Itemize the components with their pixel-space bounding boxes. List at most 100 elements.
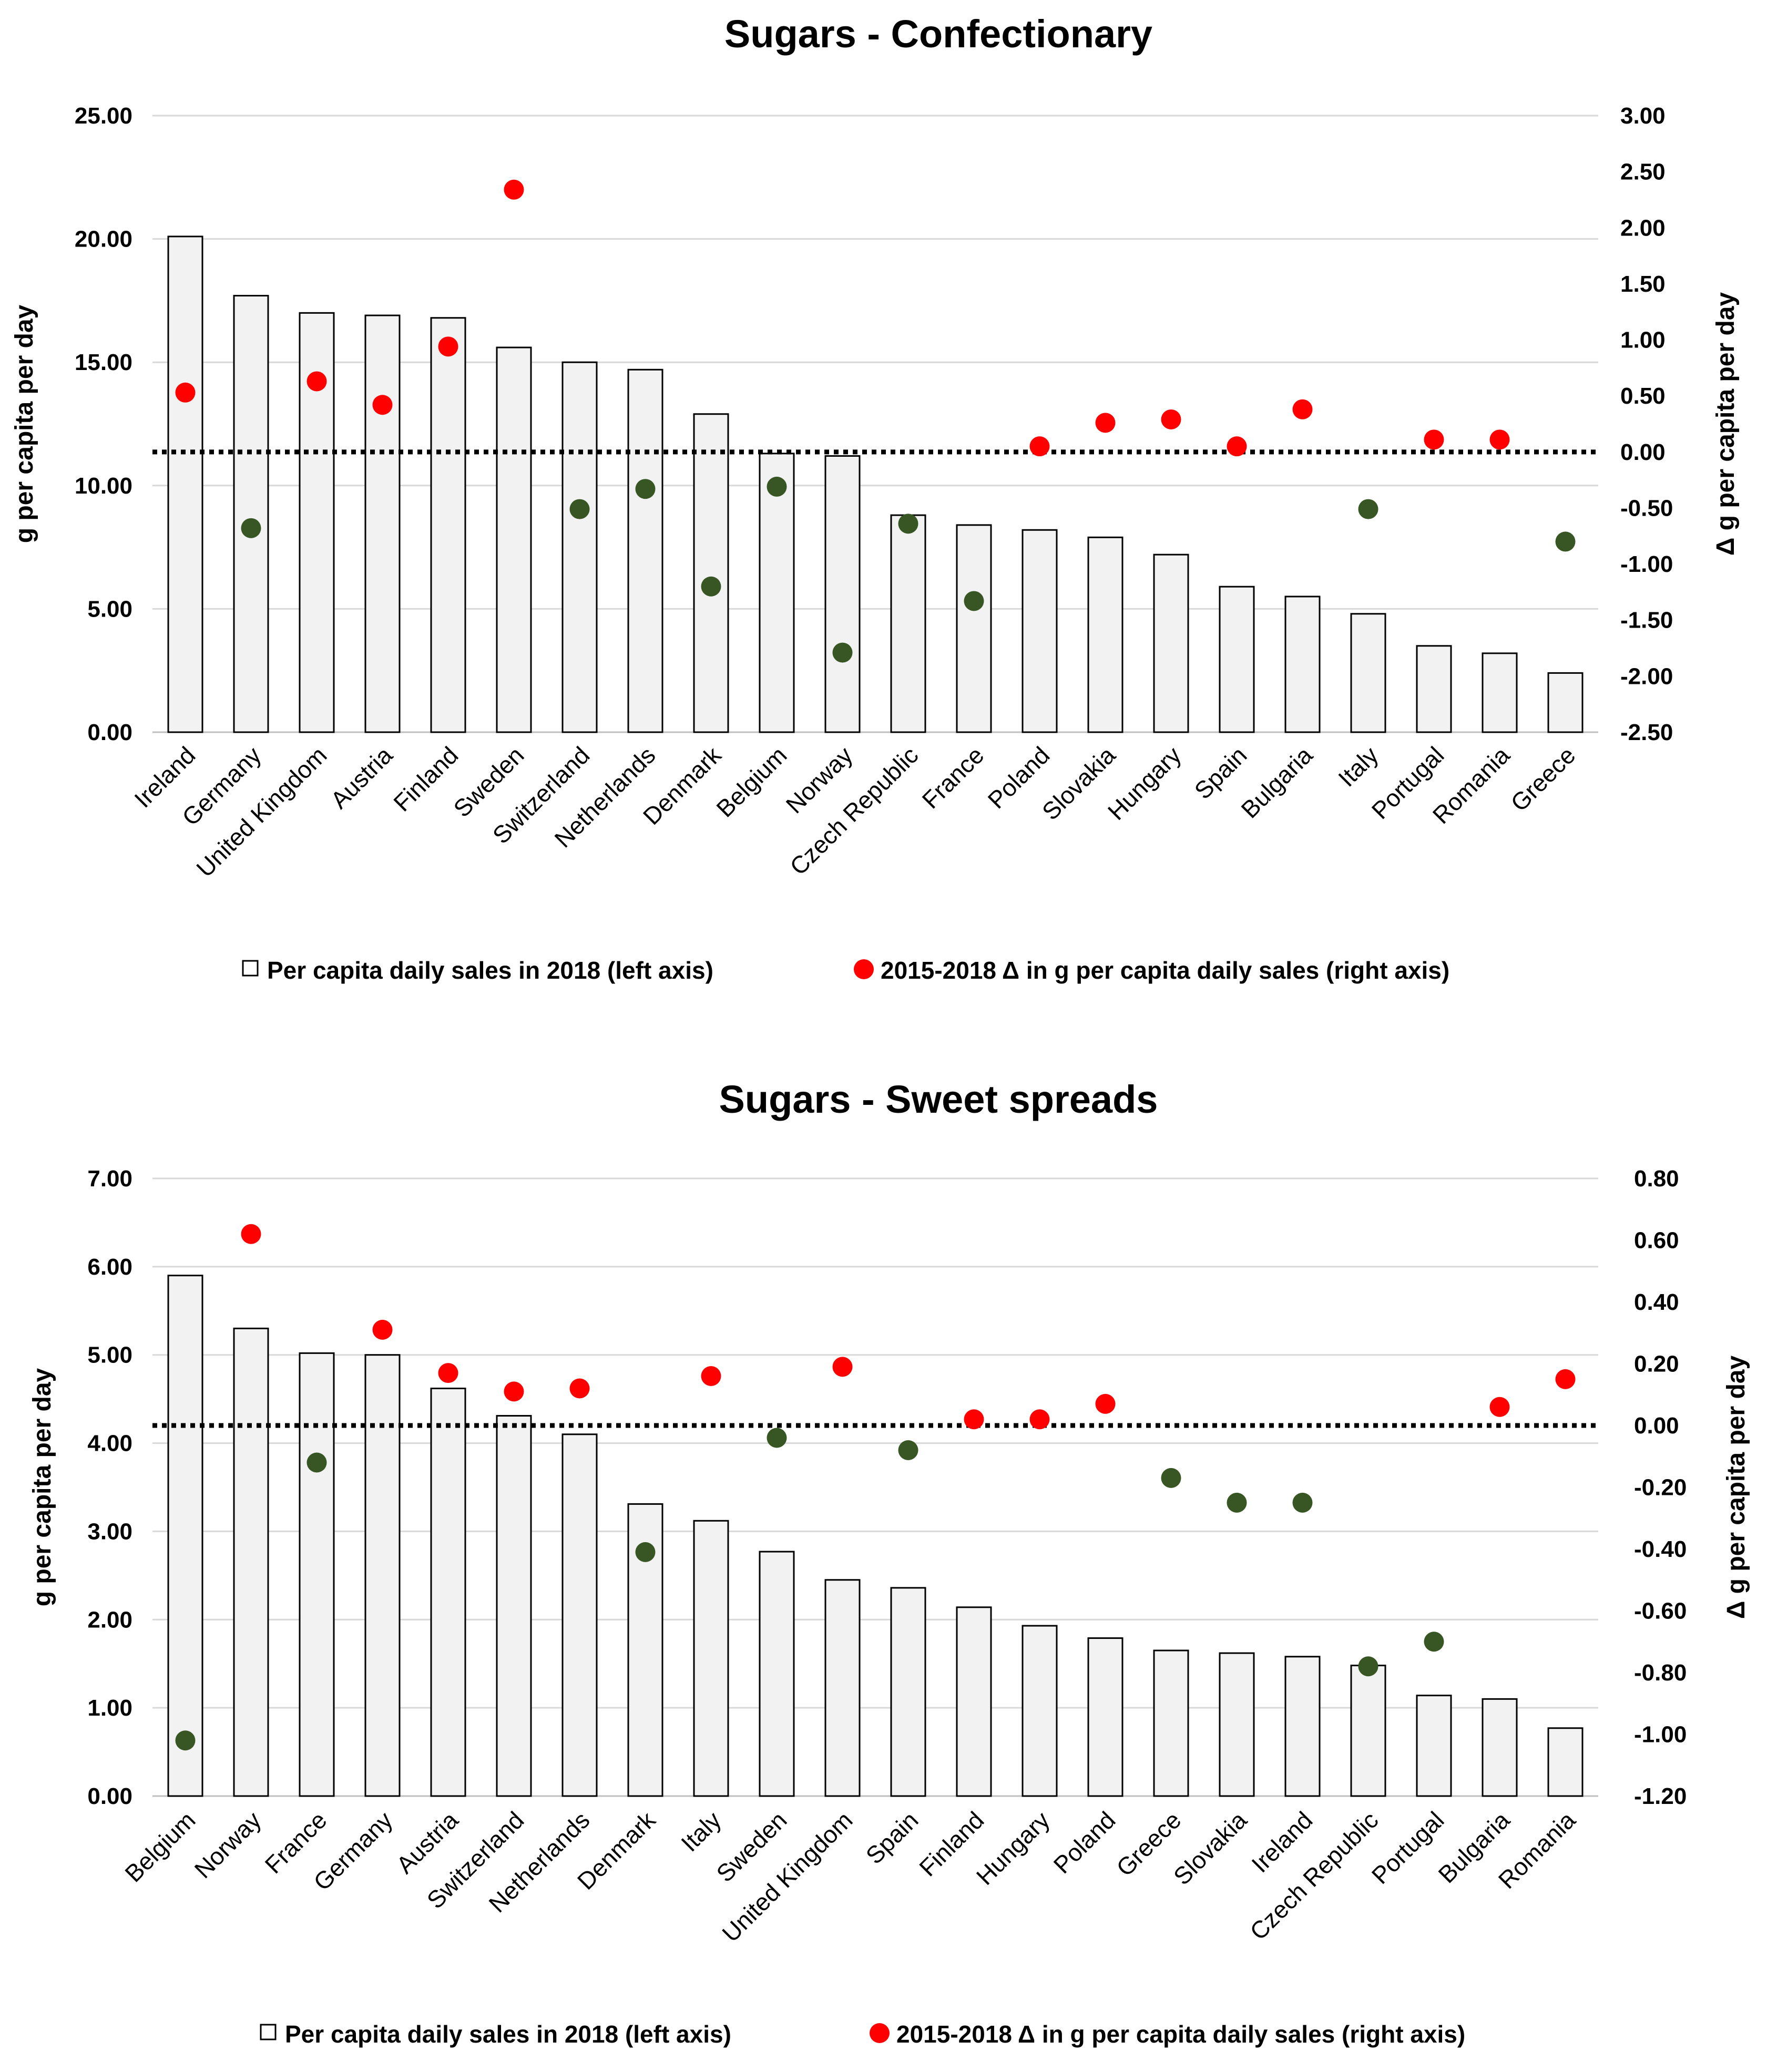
bar	[956, 1606, 992, 1797]
y2-tick-label: -2.50	[1620, 720, 1673, 745]
y-tick-label: 25.00	[75, 103, 132, 129]
bar	[1219, 1652, 1255, 1797]
bar	[496, 1415, 532, 1797]
y2-tick-label: -1.00	[1634, 1722, 1687, 1748]
delta-point	[175, 382, 196, 403]
delta-point	[767, 1428, 787, 1448]
y2-tick-label: -2.00	[1620, 663, 1673, 689]
bar	[1416, 1695, 1452, 1797]
category-label: Spain	[1189, 741, 1252, 804]
legend-bar-swatch	[242, 960, 259, 977]
delta-point	[1161, 1468, 1181, 1488]
y2-tick-label: 0.20	[1634, 1351, 1679, 1377]
bar	[430, 1388, 466, 1797]
y-tick-label: 3.00	[87, 1519, 132, 1544]
y2-tick-label: -1.20	[1634, 1783, 1687, 1809]
bar	[364, 314, 401, 733]
category-label: Spain	[861, 1806, 924, 1869]
legend-bar-label: Per capita daily sales in 2018 (left axi…	[267, 957, 713, 984]
delta-point	[1029, 436, 1050, 457]
delta-point	[635, 1542, 656, 1562]
y2-tick-label: 1.50	[1620, 271, 1666, 297]
category-label: Belgium	[711, 741, 792, 822]
y-tick-label: 4.00	[87, 1431, 132, 1456]
bar	[1153, 553, 1189, 733]
delta-point	[832, 1357, 853, 1377]
category-label: Italy	[676, 1806, 726, 1856]
category-label: Slovakia	[1037, 741, 1121, 825]
chart-title: Sugars - Confectionary	[724, 12, 1152, 56]
delta-point	[438, 1363, 458, 1383]
delta-point	[1095, 413, 1116, 433]
y-tick-label: 2.00	[87, 1607, 132, 1633]
delta-point	[1489, 429, 1510, 450]
legend-bar-swatch	[260, 2024, 277, 2040]
bar	[1350, 1665, 1386, 1797]
delta-point	[569, 499, 590, 519]
category-label: Portugal	[1366, 1806, 1449, 1889]
delta-point	[1424, 1632, 1444, 1652]
bar	[1284, 1656, 1321, 1797]
bar	[1087, 1637, 1123, 1797]
chart-confectionary: Sugars - Confectionary 0.00 5.00 10.00 15.00…	[11, 12, 1740, 984]
y2-tick-label: 0.80	[1634, 1166, 1679, 1192]
delta-point	[832, 642, 853, 663]
bar	[759, 1551, 795, 1797]
category-label: Hungary	[971, 1806, 1055, 1890]
delta-point	[964, 591, 984, 611]
y-tick-label: 0.00	[87, 720, 132, 745]
y-tick-label: 6.00	[87, 1254, 132, 1280]
y2-tick-label: 3.00	[1620, 103, 1666, 129]
legend-dot-swatch	[854, 959, 874, 979]
delta-point	[898, 514, 918, 534]
bar	[1087, 536, 1123, 733]
delta-point	[504, 1381, 524, 1402]
y2-tick-label: 2.50	[1620, 159, 1666, 185]
delta-point	[1555, 531, 1576, 552]
delta-point	[1161, 409, 1181, 429]
bar	[1482, 1698, 1518, 1797]
bar	[890, 514, 926, 733]
y2-tick-label: -0.80	[1634, 1660, 1687, 1686]
delta-point	[1227, 1492, 1247, 1513]
bar	[496, 346, 532, 733]
chart-sweet-spreads: Sugars - Sweet spreads 0.00 1.00 2.00 3.00 4.…	[28, 1078, 1750, 2048]
y-tick-label: 5.00	[87, 596, 132, 622]
delta-point	[1292, 399, 1313, 419]
category-label: Italy	[1333, 741, 1383, 792]
delta-point	[504, 179, 524, 200]
delta-point	[1029, 1409, 1050, 1430]
bar	[233, 1327, 269, 1797]
bar	[167, 1275, 203, 1797]
bar	[299, 1352, 335, 1797]
y2-axis-label: Δ g per capita per day	[1712, 292, 1740, 556]
delta-point	[372, 1319, 393, 1340]
delta-point	[1358, 499, 1378, 519]
bar	[1547, 1727, 1584, 1797]
delta-point	[175, 1730, 196, 1751]
bar	[824, 1579, 861, 1797]
delta-point	[767, 476, 787, 497]
delta-point	[1489, 1397, 1510, 1417]
delta-point	[1555, 1369, 1576, 1389]
y2-tick-label: 1.00	[1620, 327, 1666, 353]
category-label: Belgium	[119, 1806, 200, 1887]
delta-point	[569, 1378, 590, 1399]
delta-point	[241, 518, 261, 538]
delta-point	[372, 395, 393, 415]
delta-point	[307, 371, 327, 392]
y-tick-label: 5.00	[87, 1342, 132, 1368]
y2-tick-label: -1.50	[1620, 608, 1673, 633]
delta-point	[307, 1452, 327, 1473]
bar	[693, 413, 729, 733]
delta-point	[635, 479, 656, 499]
bar	[1547, 672, 1584, 733]
bar	[1022, 1625, 1058, 1797]
y2-tick-label: -0.60	[1634, 1598, 1687, 1624]
y-tick-label: 0.00	[87, 1783, 132, 1809]
bar	[1482, 652, 1518, 733]
y2-axis-label: Δ g per capita per day	[1722, 1356, 1750, 1619]
delta-point	[438, 336, 458, 357]
category-label: France	[917, 741, 989, 814]
